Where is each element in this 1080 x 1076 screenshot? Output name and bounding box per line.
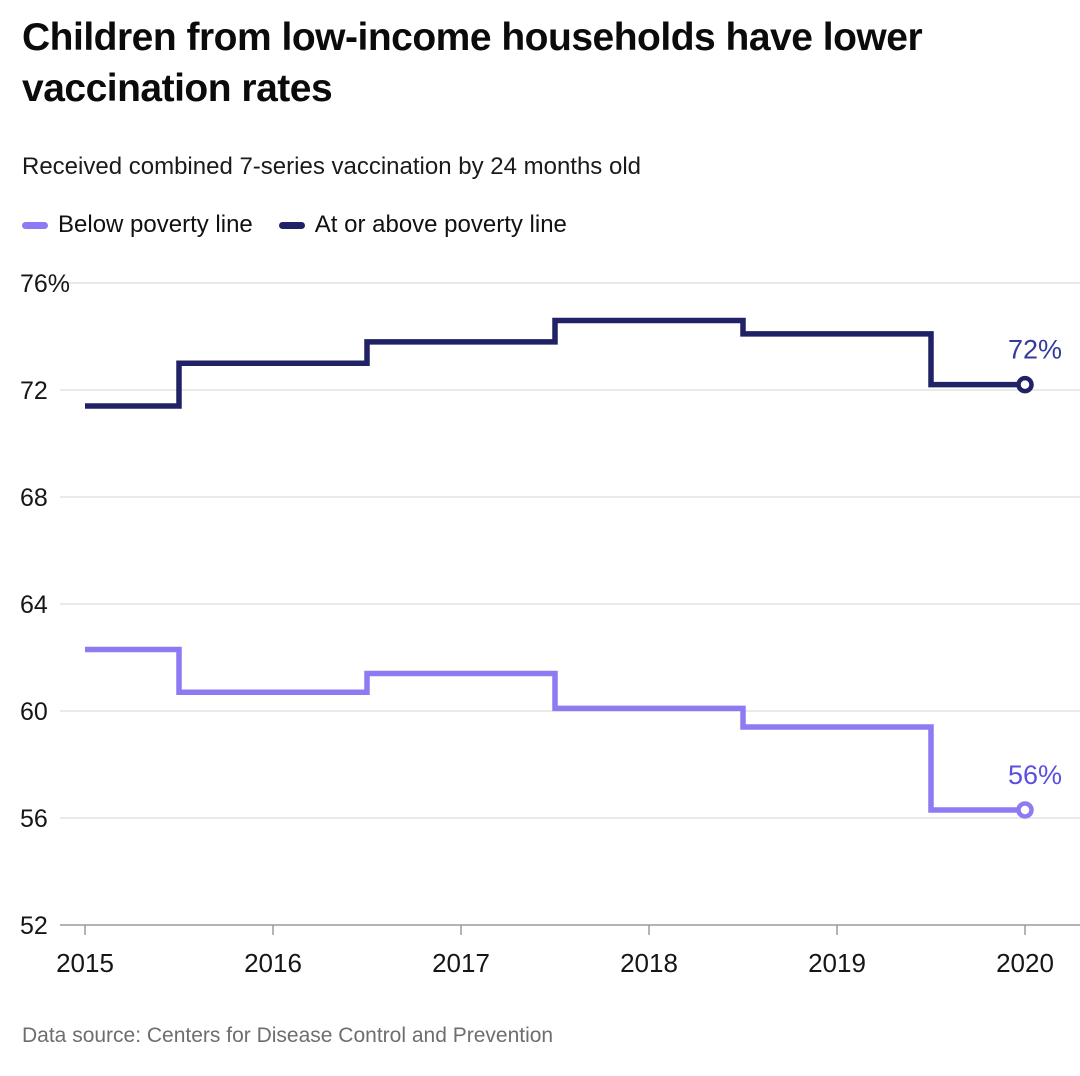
legend: Below poverty line At or above poverty l… (22, 211, 567, 239)
legend-swatch-above-poverty-icon (278, 221, 305, 229)
x-tick-label: 2020 (996, 948, 1054, 978)
y-tick-label: 60 (20, 698, 48, 726)
y-tick-label: 76% (20, 270, 70, 298)
x-tick-label: 2017 (432, 948, 490, 978)
legend-item-below-poverty: Below poverty line (22, 211, 253, 239)
y-tick-label: 52 (20, 912, 48, 940)
end-value-label-below-poverty-line: 56% (1008, 760, 1062, 790)
data-source: Data source: Centers for Disease Control… (22, 1024, 554, 1047)
endpoint-marker-below-poverty-line (1016, 801, 1034, 819)
y-tick-label: 56 (20, 805, 48, 833)
x-tick-label: 2015 (56, 948, 114, 978)
series-line-at-or-above-poverty-line (85, 317, 1025, 409)
x-tick-label: 2019 (808, 948, 866, 978)
legend-label-above-poverty: At or above poverty line (314, 211, 567, 238)
y-tick-label: 68 (20, 484, 48, 512)
y-tick-label: 64 (20, 591, 48, 619)
endpoint-marker-at-or-above-poverty-line (1016, 375, 1034, 394)
legend-label-below-poverty: Below poverty line (58, 211, 253, 238)
x-tick-label: 2018 (620, 948, 678, 978)
legend-item-above-poverty: At or above poverty line (278, 211, 567, 239)
x-tick-label: 2016 (244, 948, 302, 978)
y-tick-label: 72 (20, 377, 48, 405)
chart-subtitle: Received combined 7-series vaccination b… (22, 153, 641, 180)
end-value-label-at-or-above-poverty-line: 72% (1008, 335, 1062, 365)
chart-title: Children from low-income households have… (22, 16, 923, 111)
legend-swatch-below-poverty-icon (22, 221, 48, 229)
series-line-below-poverty-line (85, 646, 1025, 813)
